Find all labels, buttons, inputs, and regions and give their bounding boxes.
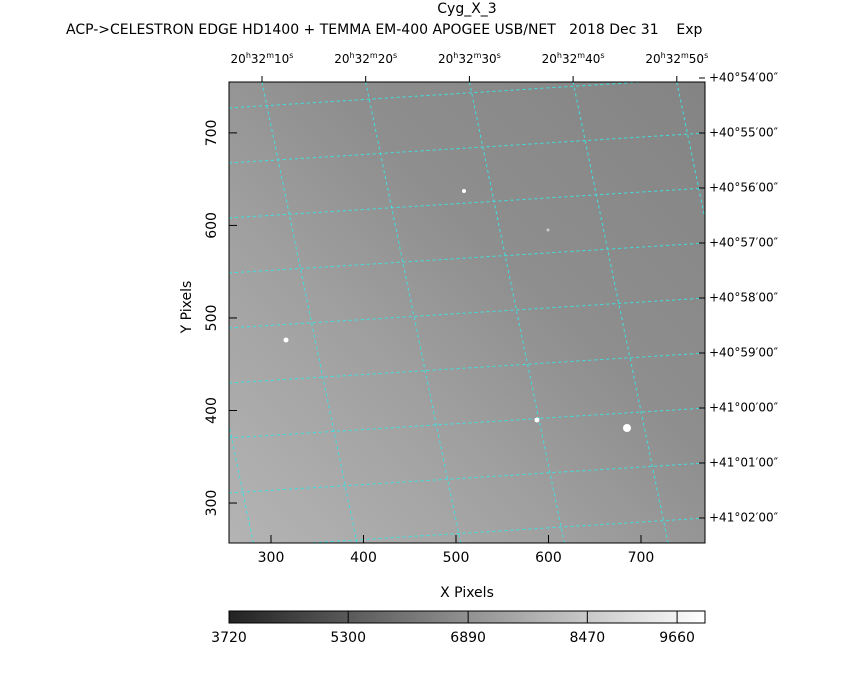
ra-part: 10 (274, 52, 289, 66)
ra-part: m (370, 51, 378, 60)
dec-tick-label: +40°56′00″ (709, 181, 779, 195)
ra-grid-line (55, 82, 150, 543)
ra-part: s (393, 51, 397, 60)
ra-part: 50 (689, 52, 704, 66)
star (284, 338, 289, 343)
y-tick-label: 300 (204, 490, 220, 517)
x-tick-label: 600 (535, 550, 562, 566)
ra-part: s (704, 51, 708, 60)
ra-tick-label: 20h32m40s (542, 51, 605, 66)
image (229, 82, 705, 543)
colorbar (229, 611, 705, 623)
dec-tick-label: +41°01′00″ (709, 456, 779, 470)
ra-part: 20 (645, 52, 660, 66)
ra-tick-label: 20h32m50s (645, 51, 708, 66)
y-tick-label: 400 (204, 397, 220, 424)
star (623, 424, 631, 432)
y-axis-label: Y Pixels (179, 281, 195, 335)
ra-part: 20 (542, 52, 557, 66)
ra-part: 20 (378, 52, 393, 66)
star (535, 418, 540, 423)
ra-part: 32 (562, 52, 577, 66)
ra-part: 32 (458, 52, 473, 66)
dec-tick-label: +40°57′00″ (709, 236, 779, 250)
star (547, 229, 550, 232)
ra-part: s (289, 51, 293, 60)
x-tick-label: 300 (258, 550, 285, 566)
dec-tick-label: +41°02′00″ (709, 511, 779, 525)
colorbar-tick-label: 9660 (659, 630, 695, 646)
dec-tick-label: +40°54′00″ (709, 71, 779, 85)
ra-part: 40 (585, 52, 600, 66)
ra-part: m (681, 51, 689, 60)
star (462, 189, 466, 193)
colorbar-tick-label: 6890 (450, 630, 486, 646)
subtitle: ACP->CELESTRON EDGE HD1400 + TEMMA EM-40… (66, 22, 703, 38)
x-tick-label: 700 (628, 550, 655, 566)
ra-tick-label: 20h32m30s (438, 51, 501, 66)
ra-part: 20 (438, 52, 453, 66)
ra-part: 32 (355, 52, 370, 66)
ra-part: m (474, 51, 482, 60)
x-axis-label: X Pixels (440, 585, 494, 601)
ra-part: m (266, 51, 274, 60)
ra-tick-label: 20h32m10s (231, 51, 294, 66)
ra-part: 20 (231, 52, 246, 66)
dec-tick-label: +41°00′00″ (709, 401, 779, 415)
ra-part: 32 (251, 52, 266, 66)
colorbar-tick-label: 3720 (211, 630, 247, 646)
colorbar-tick-label: 8470 (569, 630, 605, 646)
y-tick-label: 700 (204, 120, 220, 147)
ra-part: 30 (481, 52, 496, 66)
ra-part: s (600, 51, 604, 60)
dec-tick-label: +40°55′00″ (709, 126, 779, 140)
y-tick-label: 500 (204, 305, 220, 332)
ra-part: 32 (666, 52, 681, 66)
ra-part: s (497, 51, 501, 60)
colorbar-tick-label: 5300 (330, 630, 366, 646)
dec-tick-label: +40°58′00″ (709, 291, 779, 305)
x-tick-label: 400 (350, 550, 377, 566)
y-tick-label: 600 (204, 212, 220, 239)
ra-grid-line (781, 82, 850, 543)
x-tick-label: 500 (443, 550, 470, 566)
ra-tick-label: 20h32m20s (334, 51, 397, 66)
dec-tick-label: +40°59′00″ (709, 346, 779, 360)
ra-part: 20 (334, 52, 349, 66)
title: Cyg_X_3 (437, 1, 496, 17)
